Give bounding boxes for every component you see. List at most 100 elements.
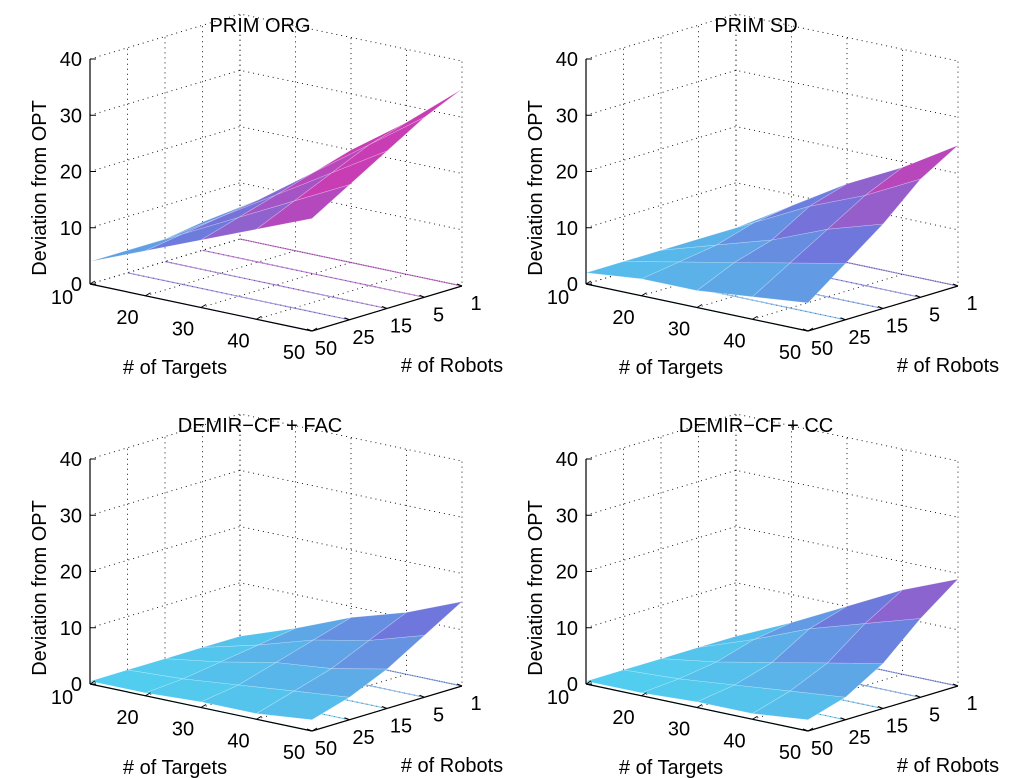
x-tick-label: 40 [723,730,745,752]
y-tick [915,294,921,298]
y-tick-label: 15 [390,716,412,738]
x-axis-label: # of Targets [123,357,227,379]
surface-facet [751,690,847,721]
z-tick-label: 40 [60,449,82,471]
x-tick-label: 10 [547,687,569,709]
y-tick-label: 1 [966,293,977,315]
y-tick-label: 5 [433,704,444,726]
z-tick-label: 20 [556,562,578,584]
x-tick [256,715,262,720]
surface-facet [89,233,184,262]
z-tick-label: 20 [556,162,578,184]
z-tick-label: 0 [71,674,82,696]
z-tick-label: 20 [60,162,82,184]
y-tick-label: 1 [470,693,481,715]
y-tick [419,694,425,698]
x-tick-label: 50 [779,342,801,364]
z-tick-label: 30 [60,505,82,527]
y-tick [802,328,809,332]
x-tick-label: 20 [612,707,634,729]
y-tick-label: 5 [929,304,940,326]
x-axis-label: # of Targets [619,357,723,379]
x-tick [145,692,151,697]
x-tick-label: 10 [51,287,73,309]
y-tick [381,306,388,309]
surface-facet [331,117,425,174]
x-tick [807,327,814,332]
x-tick-label: 10 [51,687,73,709]
x-tick-label: 20 [116,707,138,729]
z-tick-label: 10 [60,218,82,240]
z-tick-label: 30 [556,105,578,127]
contour-line [202,249,425,298]
x-tick-label: 30 [172,319,194,341]
y-axis-label: # of Robots [897,755,999,777]
chart-title: DEMIR−CF + FAC [178,415,342,437]
gridline [145,25,296,297]
x-tick-label: 40 [723,330,745,352]
contour-line [164,260,388,310]
z-tick-label: 40 [60,49,82,71]
x-tick [696,304,703,308]
z-tick-label: 40 [556,449,578,471]
x-axis-label: # of Targets [123,757,227,778]
x-tick-label: 50 [283,342,305,364]
y-tick-label: 5 [929,704,940,726]
x-tick [89,280,96,285]
z-tick-label: 10 [556,218,578,240]
surface-facet [255,690,351,721]
z-tick-label: 20 [60,562,82,584]
x-tick [752,715,758,720]
z-tick-label: 10 [556,618,578,640]
z-axis-label: Deviation from OPT [29,500,51,676]
y-tick [344,717,350,721]
y-tick [419,294,425,298]
x-tick-label: 40 [227,730,249,752]
x-tick [200,304,207,308]
x-tick-label: 30 [172,719,194,741]
z-tick-label: 10 [60,618,82,640]
y-tick-label: 50 [811,738,833,760]
y-tick-label: 1 [470,293,481,315]
y-tick-label: 15 [886,316,908,338]
y-tick [840,717,846,721]
y-tick [952,283,959,287]
x-tick-label: 30 [668,719,690,741]
surface-facet [256,184,350,230]
y-tick-label: 15 [886,716,908,738]
y-tick [840,317,846,321]
x-tick [585,280,592,285]
y-tick [915,694,921,698]
z-tick-label: 40 [556,49,578,71]
contour-line [127,272,350,321]
plot-demir-cf-fac: DEMIR−CF + FAC 0102030401020304050151525… [29,413,503,778]
x-tick [807,727,814,732]
y-tick-label: 25 [352,727,374,749]
y-tick-label: 50 [811,338,833,360]
x-tick [311,327,318,332]
chart-title: PRIM ORG [209,15,310,37]
x-tick-label: 20 [612,307,634,329]
chart-title: PRIM SD [714,15,797,37]
y-tick [344,317,350,321]
x-tick [585,680,592,685]
x-tick-label: 20 [116,307,138,329]
plot-demir-cf-cc: DEMIR−CF + CC 01020304010203040501515255… [525,413,999,778]
y-tick-label: 5 [433,304,444,326]
x-tick-label: 40 [227,330,249,352]
z-tick-label: 30 [556,505,578,527]
x-tick [641,292,647,297]
y-tick [877,706,884,709]
x-tick [641,692,647,697]
z-axis-label: Deviation from OPT [525,500,547,676]
x-tick-label: 50 [283,742,305,764]
x-tick [200,704,207,708]
y-tick [456,683,463,687]
x-tick-label: 30 [668,319,690,341]
x-tick [311,727,318,732]
x-tick [696,704,703,708]
x-tick-label: 50 [779,742,801,764]
x-tick [256,315,262,320]
